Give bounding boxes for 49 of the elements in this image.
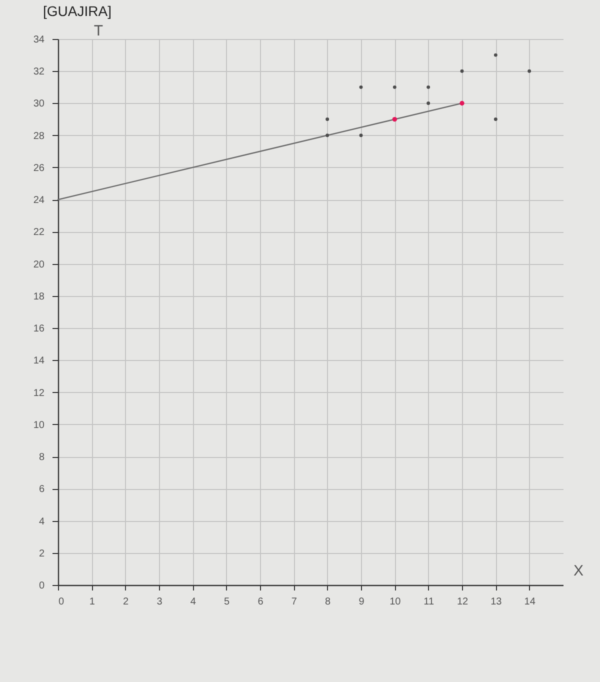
x-tick-label: 6 [258,596,264,608]
x-tick-label: 7 [291,596,298,608]
x-tick-label: 0 [58,596,64,608]
point [326,118,330,122]
y-tick-label: 0 [38,580,45,592]
y-tick-label: 6 [38,484,45,496]
point [460,100,464,106]
y-tick-label: 30 [33,98,45,110]
x-tick-label: 8 [325,596,332,608]
x-tick-label: 11 [424,596,434,608]
x-tick-label: 12 [456,596,468,608]
point [426,102,430,105]
y-tick-label: 20 [33,259,45,270]
y-tick-label: 24 [33,195,45,206]
x-tick-label: 9 [358,596,365,608]
y-tick-label: 32 [33,66,45,78]
y-tick-label: 4 [38,516,45,528]
x-tick-label: 1 [89,596,96,608]
x-tick-label: 3 [156,596,163,608]
chart-title: [GUAJIRA] [43,3,112,19]
y-tick-label: 2 [38,548,45,560]
y-tick-label: 12 [33,388,45,399]
y-tick-label: 8 [38,452,45,464]
y-tick-label: 34 [33,34,45,46]
x-tick-label: 10 [390,596,402,608]
point [392,116,398,122]
point [494,118,498,122]
point [494,53,498,57]
point [392,85,396,89]
x-tick-label: 2 [123,596,130,608]
y-tick-label: 22 [33,227,45,238]
x-tick-label: 5 [224,596,230,608]
y-tick-label: 18 [33,291,45,302]
point [359,85,363,89]
x-axis-title: X [573,562,584,580]
point [359,134,363,138]
y-axis-title: T [94,22,104,40]
y-tick-label: 28 [33,130,45,142]
point [528,69,532,73]
point [326,134,330,138]
x-tick-label: 4 [190,596,196,608]
point [460,69,464,73]
y-tick-label: 14 [33,356,45,367]
y-tick-label: 10 [33,420,45,431]
point [426,85,430,89]
x-tick-label: 14 [524,596,536,608]
x-tick-label: 13 [490,596,502,608]
y-tick-label: 26 [33,162,45,174]
y-tick-label: 16 [33,324,45,335]
